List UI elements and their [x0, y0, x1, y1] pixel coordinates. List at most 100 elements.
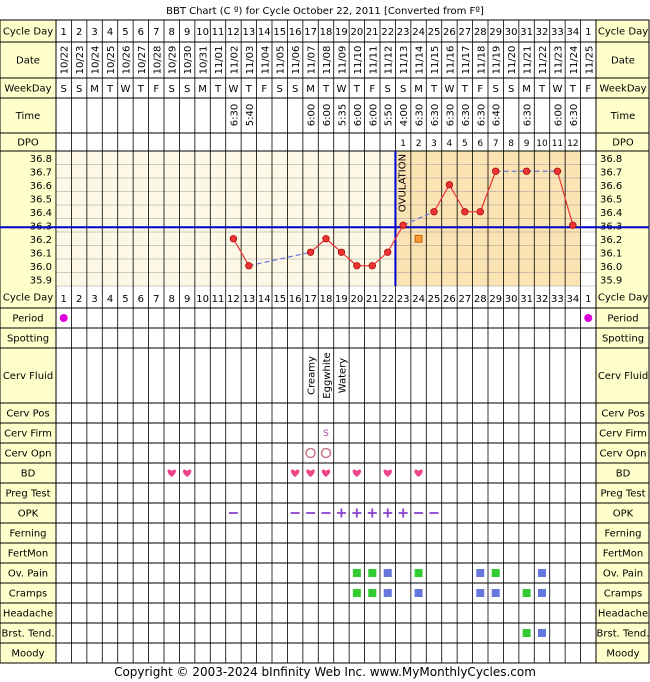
- cycle-day-label-bottom: 30: [505, 294, 518, 305]
- cycle-day-label-bottom: 22: [381, 294, 394, 305]
- cycle-day-label: 22: [381, 27, 394, 38]
- row-label-bd: BD: [21, 469, 36, 480]
- row-label-headache: Headache: [3, 609, 53, 620]
- cramps-marker: [383, 589, 392, 597]
- time-label: 6:30: [430, 104, 441, 126]
- temp-point: [569, 221, 577, 229]
- dpo-label: 8: [508, 139, 514, 149]
- weekday-label: F: [261, 84, 267, 95]
- weekday-label: T: [322, 84, 330, 95]
- date-label: 11/24: [569, 46, 580, 75]
- weekday-label: T: [430, 84, 438, 95]
- time-label: 6:00: [322, 104, 333, 126]
- time-label: 6:30: [415, 104, 426, 126]
- date-label: 10/22: [60, 46, 71, 75]
- cycle-day-label: 27: [458, 27, 471, 38]
- cycle-day-label-bottom: 11: [212, 294, 225, 305]
- time-label: 6:30: [461, 104, 472, 126]
- chart-title: BBT Chart (C º) for Cycle October 22, 20…: [166, 6, 484, 17]
- temp-point: [229, 235, 238, 243]
- row-label-right-moody: Moody: [606, 649, 639, 660]
- row-label-right-preg_test: Preg Test: [600, 489, 645, 500]
- temp-point: [476, 208, 484, 216]
- row-label-moody: Moody: [11, 649, 44, 660]
- time-label: 5:50: [384, 104, 395, 126]
- temp-point: [306, 248, 315, 256]
- weekday-label: T: [245, 84, 253, 95]
- y-tick-label: 36.8: [30, 154, 52, 165]
- cycle-day-label: 3: [91, 27, 97, 38]
- temp-point: [245, 262, 253, 270]
- right-label-column: [595, 19, 650, 664]
- cycle-day-label-bottom: 1: [61, 294, 67, 305]
- row-label-right-ov_pain: Ov. Pain: [603, 569, 643, 580]
- temp-point: [337, 248, 346, 256]
- cycle-day-label-bottom: 17: [304, 294, 317, 305]
- row-label-cerv_fluid: Cerv Fluid: [3, 371, 53, 382]
- row-label-right-spotting: Spotting: [602, 334, 644, 345]
- dpo-label: 11: [552, 139, 563, 149]
- row-label-right-dpo: DPO: [612, 138, 634, 149]
- footer-copyright: Copyright © 2003-2024 bInfinity Web Inc.…: [114, 665, 536, 679]
- open-square-marker: [414, 234, 423, 243]
- bd-heart: [306, 469, 315, 477]
- date-label: 11/07: [307, 46, 318, 75]
- cycle-day-label-bottom: 14: [258, 294, 271, 305]
- cycle-day-label-bottom: 15: [273, 294, 286, 305]
- time-label: 6:30: [445, 104, 456, 126]
- date-label: 11/16: [445, 46, 456, 75]
- row-label-right-cramps: Cramps: [604, 589, 643, 600]
- row-label-cerv_firm: Cerv Firm: [4, 429, 52, 440]
- cycle-day-label: 1: [585, 27, 591, 38]
- ov-pain-marker: [383, 569, 392, 577]
- y-tick-label-right: 36.6: [600, 181, 622, 192]
- cycle-day-label: 11: [212, 27, 225, 38]
- cycle-day-label: 14: [258, 27, 271, 38]
- weekday-label: F: [585, 84, 591, 95]
- dpo-label: 1: [400, 139, 406, 149]
- temp-point: [492, 167, 500, 175]
- weekday-label: S: [184, 84, 190, 95]
- row-label-date: Date: [16, 56, 40, 67]
- date-label: 10/30: [183, 46, 194, 75]
- cycle-day-label-bottom: 31: [520, 294, 533, 305]
- cramps-marker: [538, 589, 546, 597]
- row-label-right-fertmon: FertMon: [603, 549, 643, 560]
- cycle-day-label: 34: [566, 27, 579, 38]
- temp-point: [384, 248, 392, 256]
- ovulation-label: OVULATION: [397, 154, 408, 212]
- title-bar: [0, 0, 650, 20]
- date-label: 10/31: [199, 46, 210, 75]
- cramps-marker: [352, 589, 361, 597]
- cerv-fluid-label: Eggwhite: [322, 352, 333, 398]
- date-label: 11/01: [214, 46, 225, 75]
- date-label: 11/04: [260, 46, 271, 75]
- weekday-label: M: [198, 84, 207, 95]
- cycle-day-label-bottom: 32: [536, 294, 549, 305]
- row-label-cramps: Cramps: [9, 589, 48, 600]
- y-tick-label-right: 35.9: [600, 275, 622, 286]
- y-tick-label: 36.7: [30, 167, 52, 178]
- cycle-day-label-bottom: 28: [474, 294, 487, 305]
- brst-tend-marker: [538, 629, 546, 637]
- row-label-time: Time: [15, 111, 40, 122]
- cycle-day-label: 25: [428, 27, 441, 38]
- row-label-period: Period: [12, 314, 43, 325]
- temp-point: [430, 208, 438, 216]
- cycle-day-label-bottom: 3: [91, 294, 97, 305]
- bd-heart: [321, 469, 331, 477]
- temp-gap-line: [402, 211, 435, 226]
- cycle-day-label-bottom: 16: [289, 294, 302, 305]
- cycle-day-label: 4: [107, 27, 113, 38]
- time-label: 6:30: [229, 104, 240, 126]
- bd-heart: [383, 469, 392, 477]
- time-label: 6:00: [553, 104, 564, 126]
- weekday-label: F: [369, 84, 375, 95]
- weekday-label: T: [353, 84, 361, 95]
- cycle-day-label: 2: [76, 27, 82, 38]
- cerv-opn-circle: [305, 447, 316, 459]
- cerv-firm-label: S: [323, 429, 329, 439]
- date-label: 11/14: [415, 46, 426, 75]
- y-tick-label: 36.2: [30, 235, 52, 246]
- weekday-label: S: [385, 84, 391, 95]
